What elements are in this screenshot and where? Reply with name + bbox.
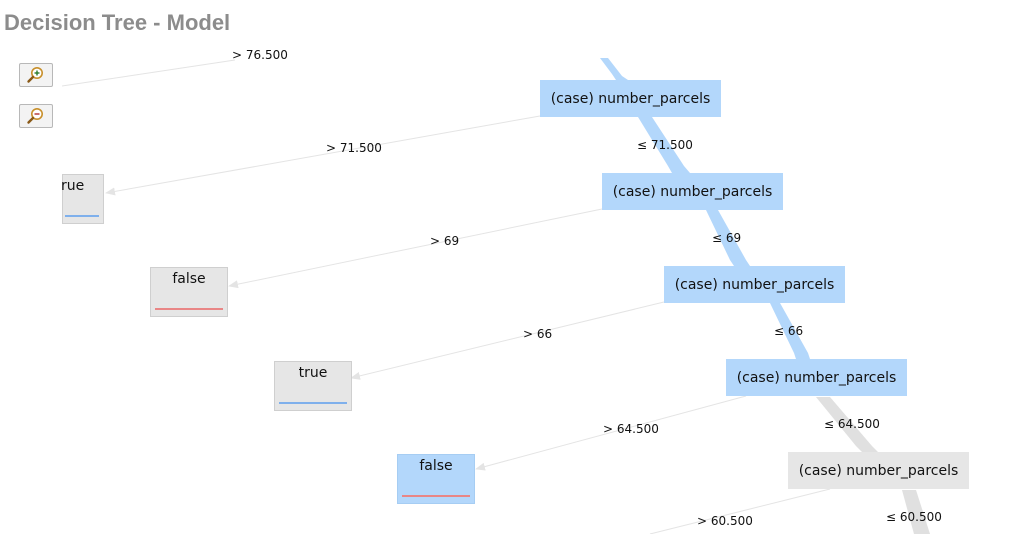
edge-label-gt-60500: > 60.500 [697, 514, 753, 528]
leaf-label: false [172, 271, 206, 287]
edge-label-le-71500: ≤ 71.500 [637, 138, 693, 152]
split-node-4[interactable]: (case) number_parcels [726, 359, 907, 396]
split-node-label: (case) number_parcels [612, 183, 773, 200]
edge-line-1 [105, 115, 541, 196]
leaf-label: true [298, 365, 328, 381]
flow-path-0 [600, 58, 628, 80]
edge-label-gt-69: > 69 [430, 234, 460, 248]
edge-line-2 [228, 208, 603, 289]
zoom-out-icon [27, 108, 43, 124]
edge-line-top [61, 59, 236, 87]
page-title: Decision Tree - Model [4, 10, 231, 35]
edge-label-le-64500: ≤ 64.500 [824, 417, 880, 431]
split-node-label: (case) number_parcels [674, 276, 835, 293]
leaf-label: rue [61, 178, 85, 194]
edge-label-le-66: ≤ 66 [774, 324, 804, 338]
edge-label-gt-66: > 66 [523, 327, 553, 341]
leaf-node-false-1[interactable]: false [150, 267, 228, 317]
zoom-in-button[interactable] [19, 63, 53, 87]
leaf-class-bar [279, 402, 347, 404]
flow-path-3 [770, 303, 810, 359]
leaf-class-bar [65, 215, 99, 217]
edge-line-3 [350, 301, 665, 380]
flow-path-5 [902, 490, 930, 534]
leaf-node-true-partial[interactable]: rue [61, 174, 104, 224]
edge-label-le-60500: ≤ 60.500 [886, 510, 942, 524]
split-node-2[interactable]: (case) number_parcels [602, 173, 783, 210]
edge-label-le-69: ≤ 69 [712, 231, 742, 245]
edge-label-gt-71500: > 71.500 [326, 141, 382, 155]
edge-line-5 [649, 488, 831, 534]
flow-path-1 [638, 117, 690, 173]
zoom-in-icon [27, 67, 43, 83]
zoom-out-button[interactable] [19, 104, 53, 128]
leaf-node-false-2[interactable]: false [397, 454, 475, 504]
split-node-3[interactable]: (case) number_parcels [664, 266, 845, 303]
edge-line-4 [475, 395, 747, 471]
split-node-5[interactable]: (case) number_parcels [788, 452, 969, 489]
split-node-label: (case) number_parcels [550, 90, 711, 107]
split-node-1[interactable]: (case) number_parcels [540, 80, 721, 117]
split-node-label: (case) number_parcels [736, 369, 897, 386]
edge-label-gt-64500: > 64.500 [603, 422, 659, 436]
edge-label-top: > 76.500 [232, 48, 288, 62]
leaf-class-bar [402, 495, 470, 497]
leaf-node-true-1[interactable]: true [274, 361, 352, 411]
flow-path-4 [816, 397, 878, 452]
flow-path-2 [706, 210, 750, 266]
leaf-class-bar [155, 308, 223, 310]
leaf-label: false [419, 458, 453, 474]
split-node-label: (case) number_parcels [798, 462, 959, 479]
